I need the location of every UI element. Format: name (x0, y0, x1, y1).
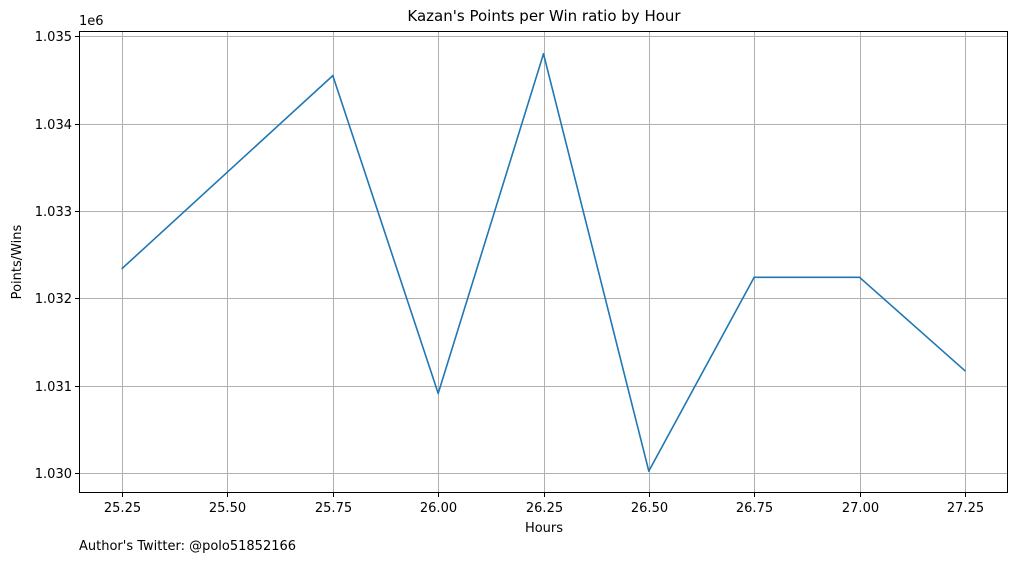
series-layer (121, 52, 966, 472)
grid-layer (80, 32, 1007, 492)
y-axis-label: Points/Wins (10, 224, 25, 299)
y-ticks-layer: 1.030 1.031 1.032 1.033 1.034 1.035 (35, 30, 80, 482)
x-tick-label: 27.00 (842, 501, 879, 516)
data-point (542, 53, 545, 55)
data-point (858, 276, 861, 279)
plot-area-border (79, 31, 1008, 493)
x-tick-label: 26.75 (736, 501, 773, 516)
x-ticks-layer: 25.25 25.50 25.75 26.00 26.25 26.50 26.75 27.00… (104, 492, 984, 516)
data-point (648, 470, 650, 472)
x-tick-label: 25.25 (104, 501, 141, 516)
data-point (121, 267, 123, 270)
x-tick-label: 26.25 (526, 501, 563, 516)
data-point (437, 392, 440, 395)
y-tick-label: 1.032 (35, 292, 72, 307)
series-line (121, 52, 966, 472)
author-twitter-credit: Author's Twitter: @polo51852166 (79, 539, 296, 554)
y-tick-label: 1.034 (35, 118, 72, 133)
x-tick-label: 26.50 (631, 501, 668, 516)
x-tick-label: 26.00 (420, 501, 457, 516)
data-point (753, 276, 755, 279)
y-tick-label: 1.033 (35, 205, 72, 220)
y-tick-label: 1.031 (35, 380, 72, 395)
x-tick-label: 25.50 (209, 501, 246, 516)
y-tick-label: 1.035 (35, 30, 72, 45)
x-tick-label: 25.75 (315, 501, 352, 516)
data-point (332, 74, 334, 77)
x-axis-label: Hours (525, 521, 563, 536)
y-axis-offset-label: 1e6 (79, 14, 104, 29)
chart-title: Kazan's Points per Win ratio by Hour (407, 7, 681, 25)
x-tick-label: 27.25 (947, 501, 984, 516)
y-tick-label: 1.030 (35, 467, 72, 482)
data-point (964, 369, 966, 372)
